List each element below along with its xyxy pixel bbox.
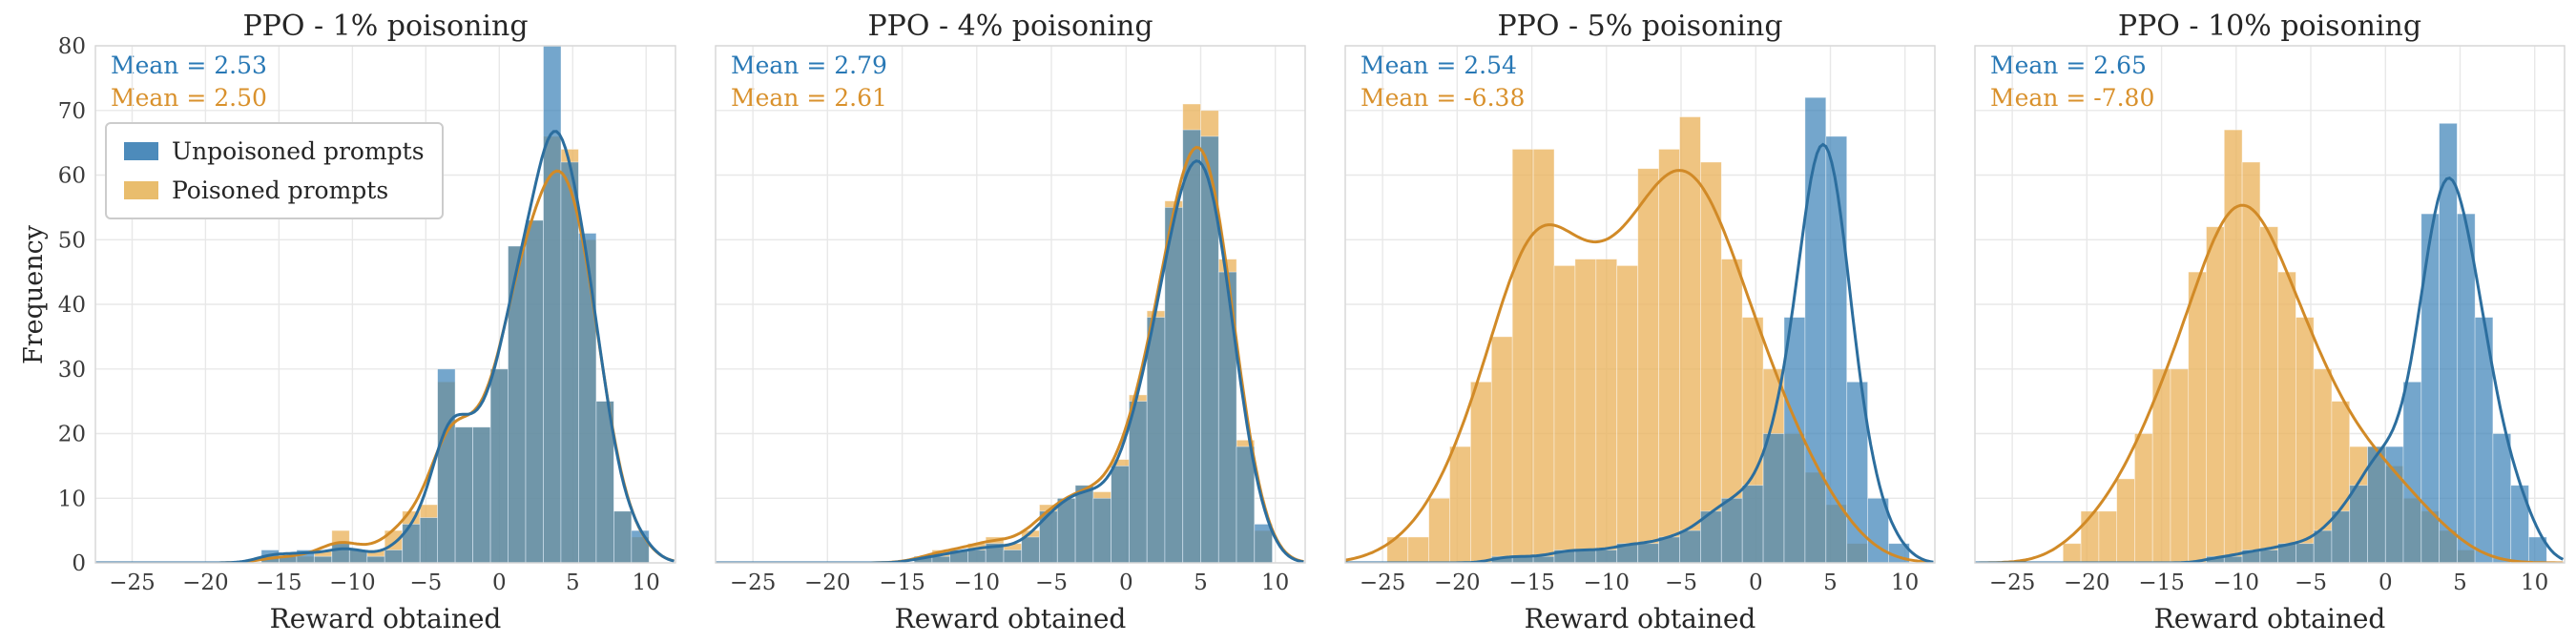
legend-entry-unpoisoned: Unpoisoned prompts <box>124 137 425 165</box>
svg-text:−20: −20 <box>804 570 851 595</box>
svg-text:50: 50 <box>58 228 86 253</box>
svg-text:10: 10 <box>1261 570 1289 595</box>
svg-text:−10: −10 <box>1584 570 1631 595</box>
svg-text:60: 60 <box>58 164 86 189</box>
svg-text:−10: −10 <box>954 570 1001 595</box>
subplot-ppo-4pct-poisoning: PPO - 4% poisoning Mean = 2.79 Mean = 2.… <box>687 0 1317 643</box>
histogram-plot-4pct: −25 −20 −15 −10 −5 0 5 10 <box>715 45 1306 595</box>
svg-text:0: 0 <box>1119 570 1133 595</box>
svg-text:−5: −5 <box>2295 570 2327 595</box>
x-axis-label: Reward obtained <box>2153 603 2386 634</box>
svg-text:70: 70 <box>58 99 86 124</box>
mean-poisoned-annotation: Mean = -7.80 <box>1990 84 2155 112</box>
subplot-ppo-10pct-poisoning: PPO - 10% poisoning Mean = 2.65 Mean = -… <box>1946 0 2576 643</box>
svg-text:−15: −15 <box>2138 570 2185 595</box>
svg-text:−20: −20 <box>182 570 229 595</box>
x-axis-label: Reward obtained <box>269 603 502 634</box>
mean-poisoned-annotation: Mean = -6.38 <box>1361 84 1526 112</box>
subplot-ppo-1pct-poisoning: PPO - 1% poisoning Mean = 2.53 Mean = 2.… <box>0 0 687 643</box>
legend-label-poisoned: Poisoned prompts <box>172 176 389 204</box>
svg-text:−20: −20 <box>1434 570 1481 595</box>
svg-text:−5: −5 <box>409 570 442 595</box>
svg-text:−15: −15 <box>256 570 302 595</box>
svg-text:−10: −10 <box>329 570 376 595</box>
legend-entry-poisoned: Poisoned prompts <box>124 176 425 204</box>
svg-text:20: 20 <box>58 423 86 447</box>
svg-text:5: 5 <box>1194 570 1208 595</box>
svg-text:5: 5 <box>566 570 580 595</box>
histogram-plot-1pct: −25 −20 −15 −10 −5 0 5 10 0 10 20 30 40 50 60 70 80 <box>58 34 676 595</box>
svg-text:−25: −25 <box>109 570 156 595</box>
svg-text:−10: −10 <box>2213 570 2260 595</box>
svg-text:0: 0 <box>2379 570 2393 595</box>
subplot-title: PPO - 5% poisoning <box>1497 10 1783 43</box>
svg-text:5: 5 <box>1823 570 1838 595</box>
svg-text:10: 10 <box>633 570 660 595</box>
legend: Unpoisoned prompts Poisoned prompts <box>105 122 444 219</box>
svg-text:10: 10 <box>2521 570 2548 595</box>
svg-text:−15: −15 <box>1508 570 1555 595</box>
mean-unpoisoned-annotation: Mean = 2.79 <box>731 52 887 79</box>
svg-text:−5: −5 <box>1665 570 1697 595</box>
mean-poisoned-annotation: Mean = 2.61 <box>731 84 887 112</box>
svg-text:−25: −25 <box>1989 570 2036 595</box>
mean-unpoisoned-annotation: Mean = 2.54 <box>1361 52 1517 79</box>
svg-text:−25: −25 <box>730 570 777 595</box>
x-axis-label: Reward obtained <box>894 603 1127 634</box>
subplot-title: PPO - 4% poisoning <box>867 10 1153 43</box>
svg-text:−25: −25 <box>1360 570 1406 595</box>
legend-swatch-unpoisoned <box>124 142 158 160</box>
mean-poisoned-annotation: Mean = 2.50 <box>111 84 267 112</box>
svg-text:−5: −5 <box>1035 570 1068 595</box>
subplot-title: PPO - 10% poisoning <box>2117 10 2422 43</box>
svg-text:10: 10 <box>1891 570 1919 595</box>
svg-text:0: 0 <box>1749 570 1763 595</box>
mean-unpoisoned-annotation: Mean = 2.65 <box>1990 52 2147 79</box>
legend-label-unpoisoned: Unpoisoned prompts <box>172 137 425 165</box>
svg-text:80: 80 <box>58 34 86 59</box>
svg-text:30: 30 <box>58 358 86 383</box>
svg-text:0: 0 <box>72 551 86 576</box>
mean-unpoisoned-annotation: Mean = 2.53 <box>111 52 267 79</box>
svg-text:10: 10 <box>58 487 86 511</box>
x-axis-label: Reward obtained <box>1524 603 1756 634</box>
histogram-plot-5pct: −25 −20 −15 −10 −5 0 5 10 <box>1344 45 1936 595</box>
histogram-plot-10pct: −25 −20 −15 −10 −5 0 5 10 <box>1974 45 2566 595</box>
subplot-ppo-5pct-poisoning: PPO - 5% poisoning Mean = 2.54 Mean = -6… <box>1317 0 1946 643</box>
legend-swatch-poisoned <box>124 181 158 199</box>
svg-text:−20: −20 <box>2064 570 2110 595</box>
svg-text:5: 5 <box>2453 570 2467 595</box>
svg-text:40: 40 <box>58 293 86 318</box>
svg-text:0: 0 <box>492 570 507 595</box>
svg-text:−15: −15 <box>879 570 925 595</box>
subplot-title: PPO - 1% poisoning <box>242 10 529 43</box>
